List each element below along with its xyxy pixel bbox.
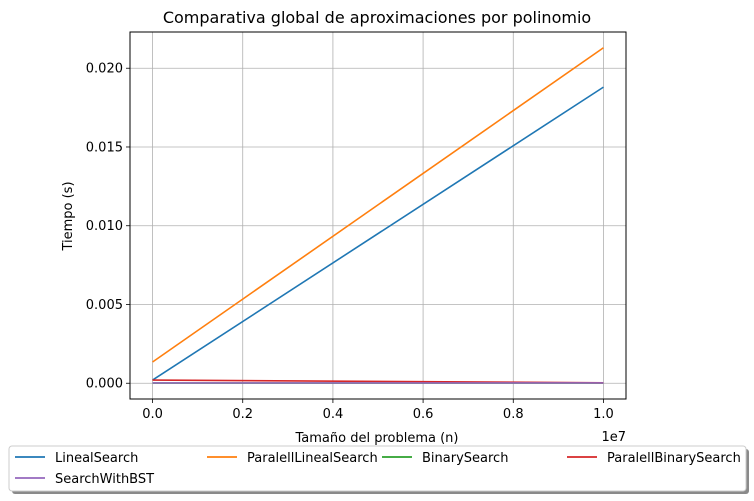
legend-items: LinealSearch ParalellLinealSearch BinarySe… (15, 451, 741, 487)
y-axis: 0.000 0.005 0.010 0.015 0.020 (86, 62, 130, 392)
legend-label: ParalellLinealSearch (247, 451, 378, 466)
x-tick-label: 0.6 (413, 407, 434, 422)
x-offset-label: 1e7 (601, 430, 626, 445)
series-line-paralelllinealsearch (152, 47, 604, 363)
x-axis-label: Tamaño del problema (n) (295, 431, 459, 446)
y-tick-label: 0.020 (86, 62, 123, 77)
series-line-linealsearch (152, 86, 604, 381)
x-tick-label: 0.8 (503, 407, 524, 422)
y-tick-label: 0.005 (86, 298, 123, 313)
series-lines (152, 47, 604, 384)
legend-label: LinealSearch (55, 451, 138, 466)
plot-frame (129, 31, 627, 400)
legend-label: BinarySearch (422, 451, 508, 466)
legend-label: ParalellBinarySearch (607, 451, 741, 466)
legend: LinealSearch ParalellLinealSearch BinarySe… (8, 445, 749, 494)
legend-box (8, 445, 747, 492)
chart-title: Comparativa global de aproximaciones por… (163, 8, 591, 27)
x-tick-label: 0.0 (142, 407, 163, 422)
y-tick-label: 0.010 (86, 219, 123, 234)
x-axis: 0.0 0.2 0.4 0.6 0.8 1.0 (142, 399, 614, 422)
legend-label: SearchWithBST (55, 472, 154, 487)
y-tick-label: 0.000 (86, 377, 123, 392)
y-axis-label: Tiempo (s) (61, 181, 76, 251)
grid (130, 32, 626, 399)
x-tick-label: 0.2 (232, 407, 253, 422)
x-tick-label: 1.0 (593, 407, 614, 422)
y-tick-label: 0.015 (86, 140, 123, 155)
x-tick-label: 0.4 (323, 407, 344, 422)
